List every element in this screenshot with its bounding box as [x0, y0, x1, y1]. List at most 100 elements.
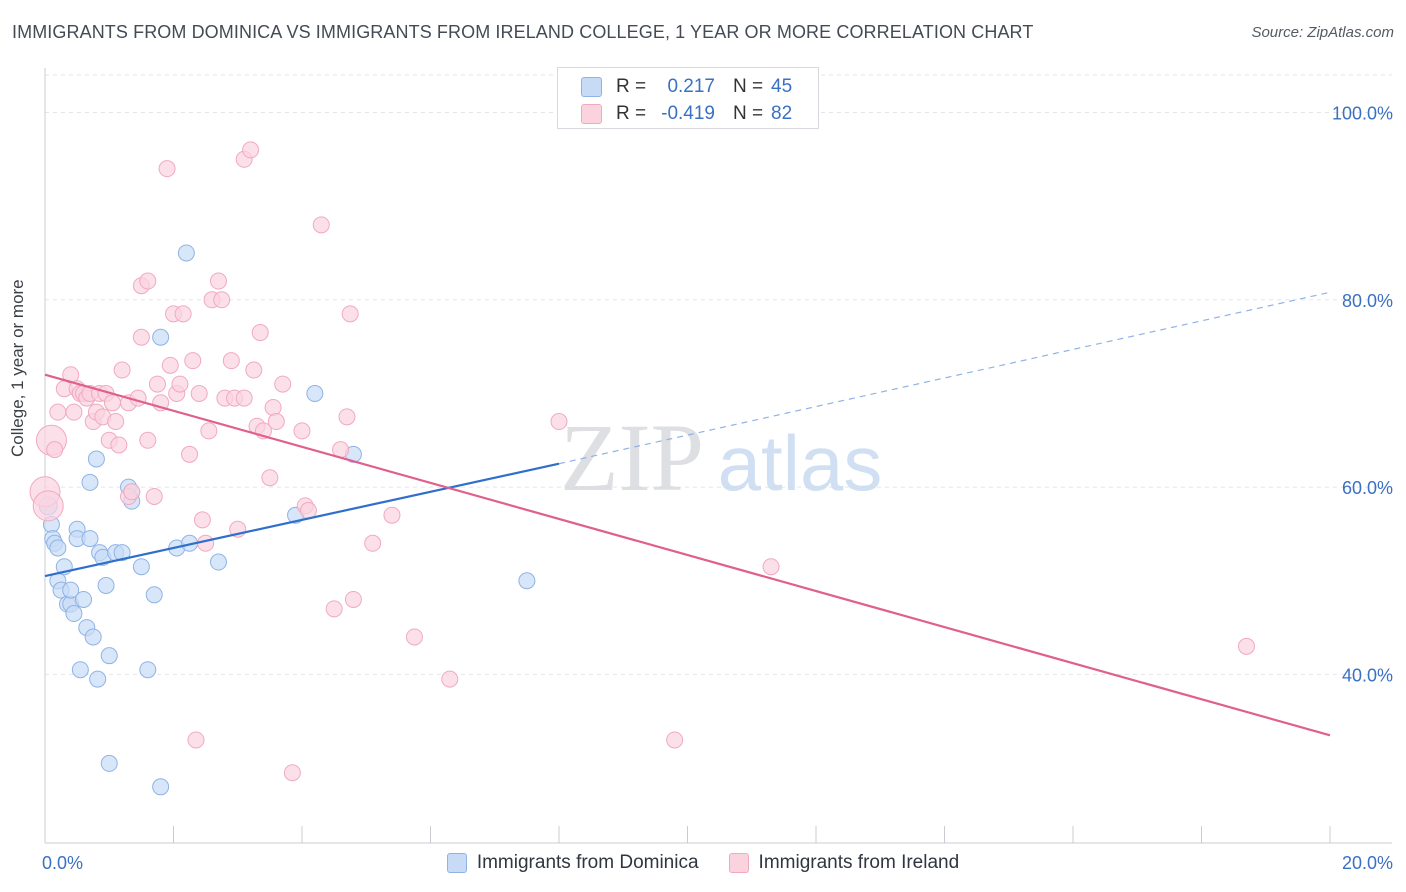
n-label: N =: [733, 103, 764, 124]
ireland-point: [161, 356, 179, 374]
legend-item-dominica[interactable]: Immigrants from Dominica: [446, 852, 699, 874]
dominica-point: [81, 473, 99, 491]
x-tick-label: 0.0%: [42, 853, 83, 873]
n-label: N =: [733, 76, 764, 97]
ireland-point: [242, 141, 260, 159]
ireland-point: [200, 422, 218, 440]
dominica-point: [87, 450, 105, 468]
dominica-point: [100, 754, 118, 772]
ireland-point: [181, 445, 199, 463]
dominica-point: [113, 544, 131, 562]
dominica-point: [145, 586, 163, 604]
dominica-point: [89, 670, 107, 688]
ireland-point: [666, 731, 684, 749]
watermark-zip: ZIP: [560, 404, 704, 511]
dominica-point: [75, 590, 93, 608]
ireland-point: [341, 305, 359, 323]
axes: [44, 68, 1392, 844]
source-label: Source: ZipAtlas.com: [1251, 24, 1394, 41]
r-label: R =: [616, 76, 647, 97]
ireland-point: [405, 628, 423, 646]
ireland-point: [213, 291, 231, 309]
ireland-point: [49, 403, 67, 421]
ireland-point: [123, 483, 141, 501]
ireland-point: [312, 216, 330, 234]
dominica-point: [139, 661, 157, 679]
dominica-point: [518, 572, 536, 590]
dominica-point: [65, 605, 83, 623]
ireland-point: [32, 490, 64, 522]
ireland-point: [187, 731, 205, 749]
n-value: 45: [771, 76, 793, 97]
tick-labels: 40.0% 60.0% 80.0% 100.0% 0.0% 20.0%: [42, 103, 1393, 873]
chart-title: IMMIGRANTS FROM DOMINICA VS IMMIGRANTS F…: [12, 22, 1034, 42]
ireland-point: [158, 160, 176, 178]
ireland-point: [293, 422, 311, 440]
y-tick-label: 100.0%: [1332, 103, 1393, 123]
dominica-point: [306, 384, 324, 402]
dominica-point: [81, 530, 99, 548]
ireland-point: [190, 384, 208, 402]
ireland-point: [274, 375, 292, 393]
ireland-point: [267, 413, 285, 431]
ireland-point: [550, 413, 568, 431]
y-tick-label: 80.0%: [1342, 291, 1393, 311]
legend-label-ireland: Immigrants from Ireland: [758, 852, 960, 873]
data-points: [29, 141, 1255, 796]
watermark-atlas: atlas: [718, 419, 883, 507]
dominica-point: [62, 581, 80, 599]
ireland-point: [299, 502, 317, 520]
ireland-point: [171, 375, 189, 393]
ireland-point: [383, 506, 401, 524]
stats-legend: R = 0.217 N = 45 R = -0.419 N = 82: [557, 67, 819, 129]
y-tick-label: 60.0%: [1342, 478, 1393, 498]
y-tick-label: 40.0%: [1342, 665, 1393, 685]
dominica-trend-line: [44, 462, 560, 578]
ireland-point: [148, 375, 166, 393]
ireland-point: [145, 487, 163, 505]
watermark: ZIP atlas: [560, 404, 882, 511]
ireland-point: [113, 361, 131, 379]
legend-item-ireland[interactable]: Immigrants from Ireland: [728, 852, 960, 874]
n-value: 82: [771, 103, 793, 124]
dominica-point: [177, 244, 195, 262]
ireland-point: [325, 600, 343, 618]
dominica-point: [84, 628, 102, 646]
ireland-point: [251, 324, 269, 342]
ireland-point: [245, 361, 263, 379]
ireland-point: [193, 511, 211, 529]
ireland-point: [103, 394, 121, 412]
r-value: 0.217: [667, 76, 715, 97]
ireland-point: [46, 441, 64, 459]
dominica-point: [209, 553, 227, 571]
ireland-point: [264, 398, 282, 416]
ireland-point: [107, 413, 125, 431]
dominica-swatch: [446, 853, 467, 873]
ireland-point: [129, 389, 147, 407]
ireland-point: [222, 352, 240, 370]
dominica-point: [97, 576, 115, 594]
dominica-point: [152, 778, 170, 796]
dominica-point: [49, 539, 67, 557]
ireland-point: [338, 408, 356, 426]
dominica-point: [132, 558, 150, 576]
dominica-point: [71, 661, 89, 679]
trend-lines: [44, 291, 1331, 737]
legend-label-dominica: Immigrants from Dominica: [476, 852, 699, 873]
ireland-point: [139, 272, 157, 290]
series-legend: Immigrants from Dominica Immigrants from…: [0, 852, 1406, 874]
ireland-swatch: [581, 104, 602, 124]
ireland-point: [261, 469, 279, 487]
ireland-trend-line: [44, 373, 1331, 737]
ireland-point: [283, 764, 301, 782]
ireland-point: [132, 328, 150, 346]
x-tick-label: 20.0%: [1342, 853, 1393, 873]
ireland-point: [762, 558, 780, 576]
ireland-point: [174, 305, 192, 323]
r-value: -0.419: [661, 103, 715, 124]
ireland-swatch: [728, 853, 749, 873]
ireland-point: [209, 272, 227, 290]
ireland-point: [139, 431, 157, 449]
r-label: R =: [616, 103, 647, 124]
